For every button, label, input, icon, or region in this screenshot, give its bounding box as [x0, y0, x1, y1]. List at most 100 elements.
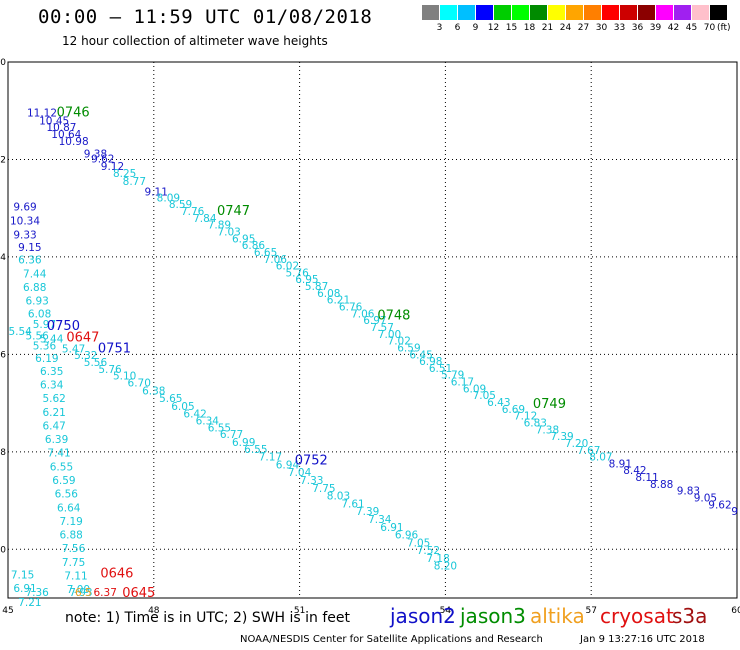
swh-value-label: 7.36: [25, 587, 49, 599]
map-border: [7, 61, 738, 599]
color-legend-swatch: [476, 5, 493, 20]
swh-value-label: 9.38: [84, 149, 107, 161]
swh-value-label: 5.32: [74, 350, 97, 362]
swh-value-label: 6.39: [45, 434, 68, 446]
swh-value-label: 6.37: [94, 587, 117, 599]
map-frame: [7, 61, 738, 599]
swh-value-label: 7.00: [378, 329, 401, 341]
map-title: 00:00 – 11:59 UTC 01/08/2018: [38, 6, 373, 28]
swh-value-label: 7.75: [62, 557, 85, 569]
swh-value-label: 7.38: [536, 424, 559, 436]
swh-value-label: 7.67: [577, 445, 600, 457]
swh-value-label: 6.5: [75, 587, 92, 599]
pass-time-label: 0749: [533, 397, 566, 412]
swh-value-label: 6.55: [50, 461, 73, 473]
swh-value-label: 5.44: [40, 334, 64, 346]
color-legend-label: 70: [703, 23, 716, 33]
swh-value-label: 6.21: [42, 407, 65, 419]
satellite-legend-jason3: jason3: [460, 604, 526, 628]
color-legend-swatch: [422, 5, 439, 20]
lat-tick-label: -50: [0, 58, 6, 68]
swh-value-label: 6.55: [208, 422, 231, 434]
swh-value-label: 5.87: [305, 281, 328, 293]
color-legend-swatch: [548, 5, 565, 20]
color-legend-swatch: [530, 5, 547, 20]
swh-value-label: 9.15: [18, 242, 41, 254]
swh-value-label: 7.93: [69, 587, 92, 599]
swh-value-label: 6.02: [276, 261, 299, 273]
swh-value-label: 5.65: [159, 393, 182, 405]
swh-value-label: 6.83: [524, 417, 547, 429]
swh-value-label: 6.47: [42, 420, 65, 432]
swh-value-label: 6.08: [317, 288, 340, 300]
swh-value-label: 10.87: [46, 122, 76, 134]
swh-value-label: 7.20: [565, 438, 588, 450]
swh-value-label: 7.12: [514, 411, 537, 423]
map-subtitle: 12 hour collection of altimeter wave hei…: [62, 34, 328, 48]
swh-value-label: 6.43: [487, 397, 510, 409]
color-legend-label: 6: [454, 23, 461, 33]
swh-value-label: 9.12: [101, 161, 124, 173]
swh-value-label: 6.09: [463, 383, 486, 395]
swh-value-label: 7.05: [407, 537, 430, 549]
swh-value-label: 7.06: [264, 254, 288, 266]
swh-value-label: 6.95: [232, 233, 255, 245]
swh-value-label: 6.36: [18, 255, 42, 267]
color-legend-label: 24: [559, 23, 572, 33]
swh-value-label: 8.07: [589, 452, 612, 464]
pass-time-label: 0747: [217, 204, 250, 219]
swh-value-label: 6.51: [429, 363, 452, 375]
swh-value-label: 6.65: [254, 247, 277, 259]
color-legend-swatch: [602, 5, 619, 20]
swh-value-label: 6.59: [397, 342, 420, 354]
swh-value-label: 6.96: [395, 530, 419, 542]
swh-value-label: 6.76: [339, 302, 363, 314]
swh-value-label: 6.38: [142, 385, 165, 397]
satellite-legend-altika: altika: [530, 604, 585, 628]
swh-value-label: 6.93: [25, 296, 48, 308]
satellite-legend-cryosat: cryosat: [600, 604, 674, 628]
color-legend-swatch: [512, 5, 529, 20]
swh-value-label: 7.11: [64, 570, 87, 582]
lat-tick-label: -58: [0, 448, 6, 458]
swh-value-label: 8.11: [635, 472, 658, 484]
pass-time-label: 0750: [47, 319, 80, 334]
pass-time-label: 0752: [295, 453, 328, 468]
swh-value-label: 5.62: [42, 393, 65, 405]
swh-value-label: 6.77: [220, 429, 243, 441]
swh-value-label: 7.75: [312, 483, 335, 495]
satellite-legend-s3a: s3a: [672, 604, 708, 628]
swh-value-label: 8.03: [327, 491, 350, 503]
satellite-tracks: 11.1210.4510.8710.6410.989.389.629.129.1…: [8, 108, 737, 609]
swh-value-label: 7.33: [300, 475, 323, 487]
color-legend-swatch: [620, 5, 637, 20]
footnote: note: 1) Time is in UTC; 2) SWH is in fe…: [65, 610, 351, 626]
swh-value-label: 8.59: [169, 199, 192, 211]
swh-value-label: 7.03: [217, 226, 240, 238]
color-legend-label: 3: [436, 23, 443, 33]
swh-value-label: 6.21: [327, 295, 350, 307]
axis-ticks: 45 48 51 54 57 60 -50 -52 -54 -56 -58 -60: [0, 58, 740, 616]
color-legend-label: 27: [577, 23, 590, 33]
lat-tick-label: -54: [0, 253, 6, 263]
swh-value-label: 7.39: [550, 431, 573, 443]
pass-time-label: 0748: [377, 308, 410, 323]
lat-tick-label: -52: [0, 155, 6, 165]
swh-value-label: 6.88: [23, 282, 46, 294]
swh-value-label: 7.57: [371, 322, 394, 334]
pass-time-label: 0645: [122, 586, 155, 601]
swh-value-label: 6.69: [502, 404, 525, 416]
swh-value-label: 6.64: [57, 502, 81, 514]
swh-value-label: 6.88: [59, 530, 82, 542]
swh-value-label: 6.34: [40, 379, 64, 391]
swh-value-label: 9.05: [694, 493, 717, 505]
swh-value-label: 8.88: [650, 479, 673, 491]
color-legend-label: 9: [472, 23, 479, 33]
color-legend-swatch: [656, 5, 673, 20]
swh-value-label: 8.77: [123, 176, 146, 188]
swh-value-label: 7.34: [368, 514, 392, 526]
swh-value-label: 6.42: [183, 409, 206, 421]
swh-value-label: 6.97: [363, 315, 386, 327]
swh-value-label: 9.33: [13, 229, 36, 241]
lat-tick-label: -60: [0, 545, 6, 555]
